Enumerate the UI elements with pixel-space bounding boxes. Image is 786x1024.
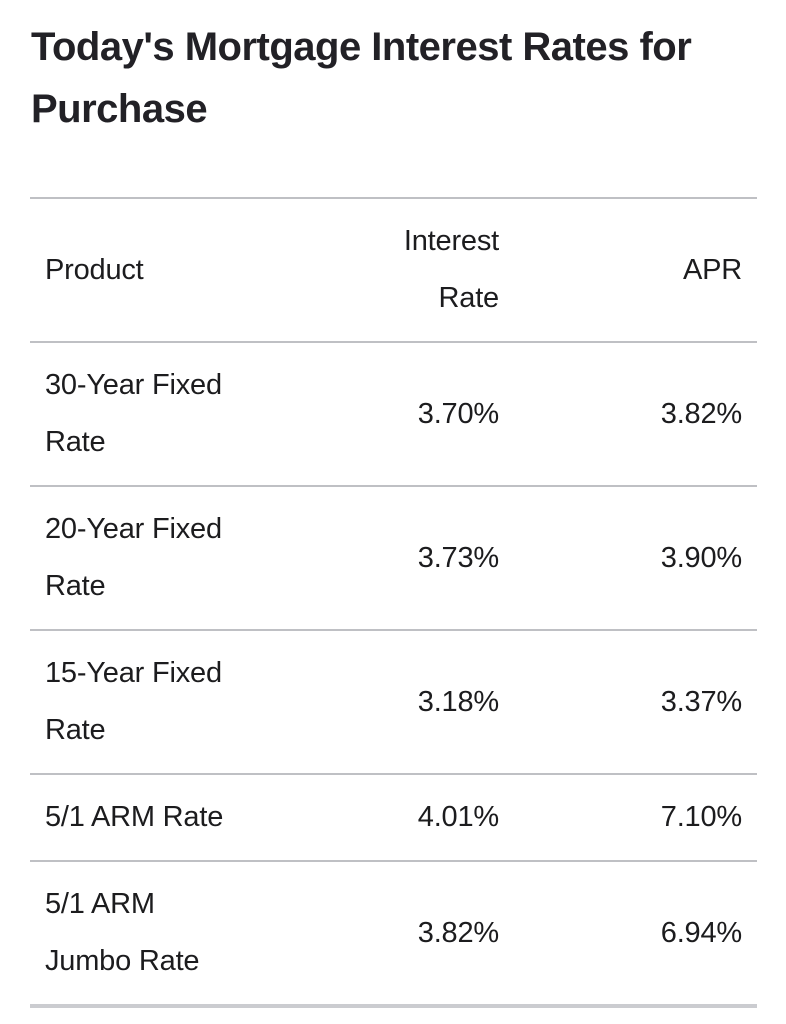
interest-rate-column-header: Interest Rate — [403, 225, 499, 314]
interest-rate-cell: 3.73% — [417, 541, 499, 574]
apr-cell: 7.10% — [660, 801, 742, 833]
mortgage-rates-table: Product Interest Rate APR 30-Year Fixed … — [30, 197, 757, 1008]
table-row: 5/1 ARM Jumbo Rate 3.82% 6.94% — [30, 861, 757, 1006]
product-cell: 5/1 ARM Rate — [45, 801, 224, 833]
product-column-header: Product — [45, 253, 144, 286]
apr-cell: 3.37% — [660, 685, 742, 718]
table-header-row: Product Interest Rate APR — [30, 198, 757, 342]
table-row: 30-Year Fixed Rate 3.70% 3.82% — [30, 342, 757, 486]
table-row: 15-Year Fixed Rate 3.18% 3.37% — [30, 630, 757, 774]
product-cell: 15-Year Fixed Rate — [45, 657, 222, 746]
interest-rate-cell: 3.82% — [417, 916, 499, 949]
interest-rate-cell: 4.01% — [417, 801, 499, 833]
apr-cell: 6.94% — [660, 916, 742, 949]
table-row: 5/1 ARM Rate 4.01% 7.10% — [30, 774, 757, 861]
product-cell: 20-Year Fixed Rate — [45, 513, 222, 602]
apr-cell: 3.82% — [660, 397, 742, 430]
interest-rate-cell: 3.70% — [417, 397, 499, 430]
page-title: Today's Mortgage Interest Rates for Purc… — [31, 25, 692, 131]
apr-cell: 3.90% — [660, 541, 742, 574]
apr-column-header: APR — [682, 253, 742, 286]
table-row: 20-Year Fixed Rate 3.73% 3.90% — [30, 486, 757, 630]
interest-rate-cell: 3.18% — [417, 685, 499, 718]
product-cell: 30-Year Fixed Rate — [45, 369, 222, 458]
product-cell: 5/1 ARM Jumbo Rate — [45, 888, 200, 977]
